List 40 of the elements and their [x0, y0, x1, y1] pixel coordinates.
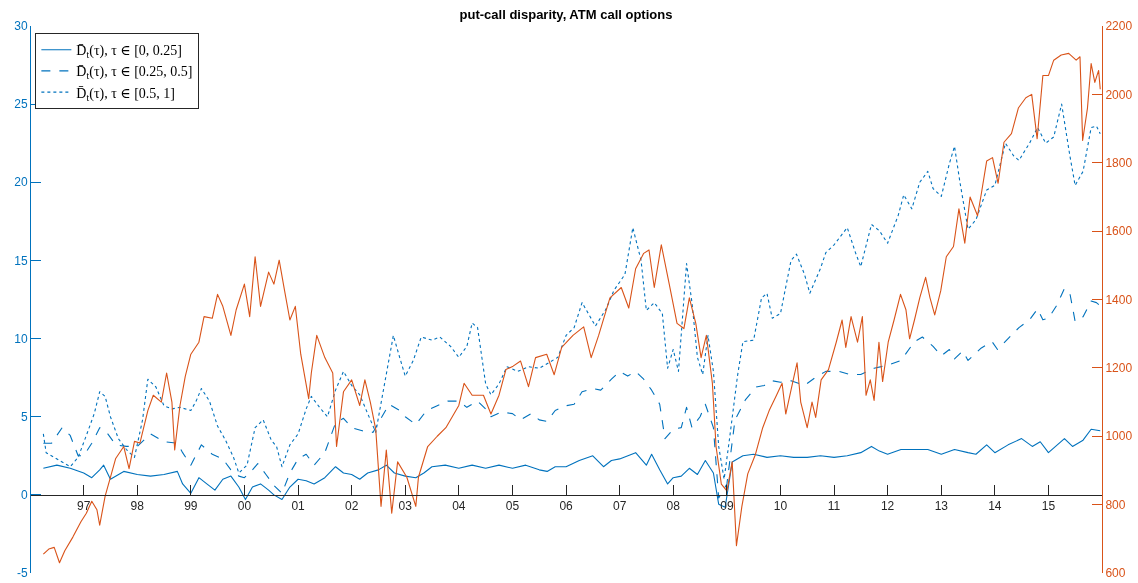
x-tick-label: 14: [988, 499, 1002, 514]
y-tick-label: -5: [16, 566, 28, 581]
legend-label: D̄$_{t}$(τ), τ ∈ [0.5, 1]: [76, 85, 175, 103]
x-tick-label: 03: [398, 499, 413, 514]
x-tick-label: 05: [505, 499, 520, 514]
y-tick-label: 0: [20, 488, 28, 503]
y2-tick-label: 2000: [1105, 87, 1133, 102]
x-tick-label: 01: [291, 499, 306, 514]
y-tick-label: 15: [14, 253, 28, 268]
y2-tick-label: 1000: [1105, 429, 1133, 444]
legend-label: D̄$_{t}$(τ), τ ∈ [0, 0.25]: [76, 43, 182, 61]
y2-tick-label: 1400: [1105, 292, 1133, 307]
y-tick-label: 25: [14, 97, 28, 112]
x-tick-label: 12: [880, 499, 895, 514]
x-tick-label: 08: [666, 499, 681, 514]
chart-title: put-call disparity, ATM call options: [459, 6, 673, 22]
x-tick-label: 97: [77, 499, 91, 514]
y-tick-label: 5: [20, 409, 28, 424]
x-tick-label: 07: [612, 499, 627, 514]
x-tick-label: 98: [130, 499, 145, 514]
x-tick-label: 13: [934, 499, 949, 514]
y-tick-label: 20: [14, 175, 28, 190]
y-tick-label: 30: [14, 19, 28, 34]
x-tick-label: 11: [827, 499, 841, 514]
y2-tick-label: 2200: [1105, 19, 1133, 34]
y2-tick-label: 600: [1105, 566, 1126, 581]
x-tick-label: 99: [184, 499, 198, 514]
x-tick-label: 10: [773, 499, 788, 514]
y2-tick-label: 800: [1105, 497, 1126, 512]
y2-tick-label: 1600: [1105, 224, 1133, 239]
y2-tick-label: 1200: [1105, 361, 1133, 376]
x-tick-label: 06: [559, 499, 574, 514]
y-tick-label: 10: [14, 331, 28, 346]
legend-label: D̄$_{t}$(τ), τ ∈ [0.25, 0.5]: [76, 64, 193, 82]
x-tick-label: 09: [720, 499, 734, 514]
x-tick-label: 15: [1041, 499, 1056, 514]
x-tick-label: 02: [344, 499, 359, 514]
y2-tick-label: 1800: [1105, 155, 1133, 170]
x-tick-label: 04: [452, 499, 466, 514]
x-tick-label: 00: [237, 499, 252, 514]
